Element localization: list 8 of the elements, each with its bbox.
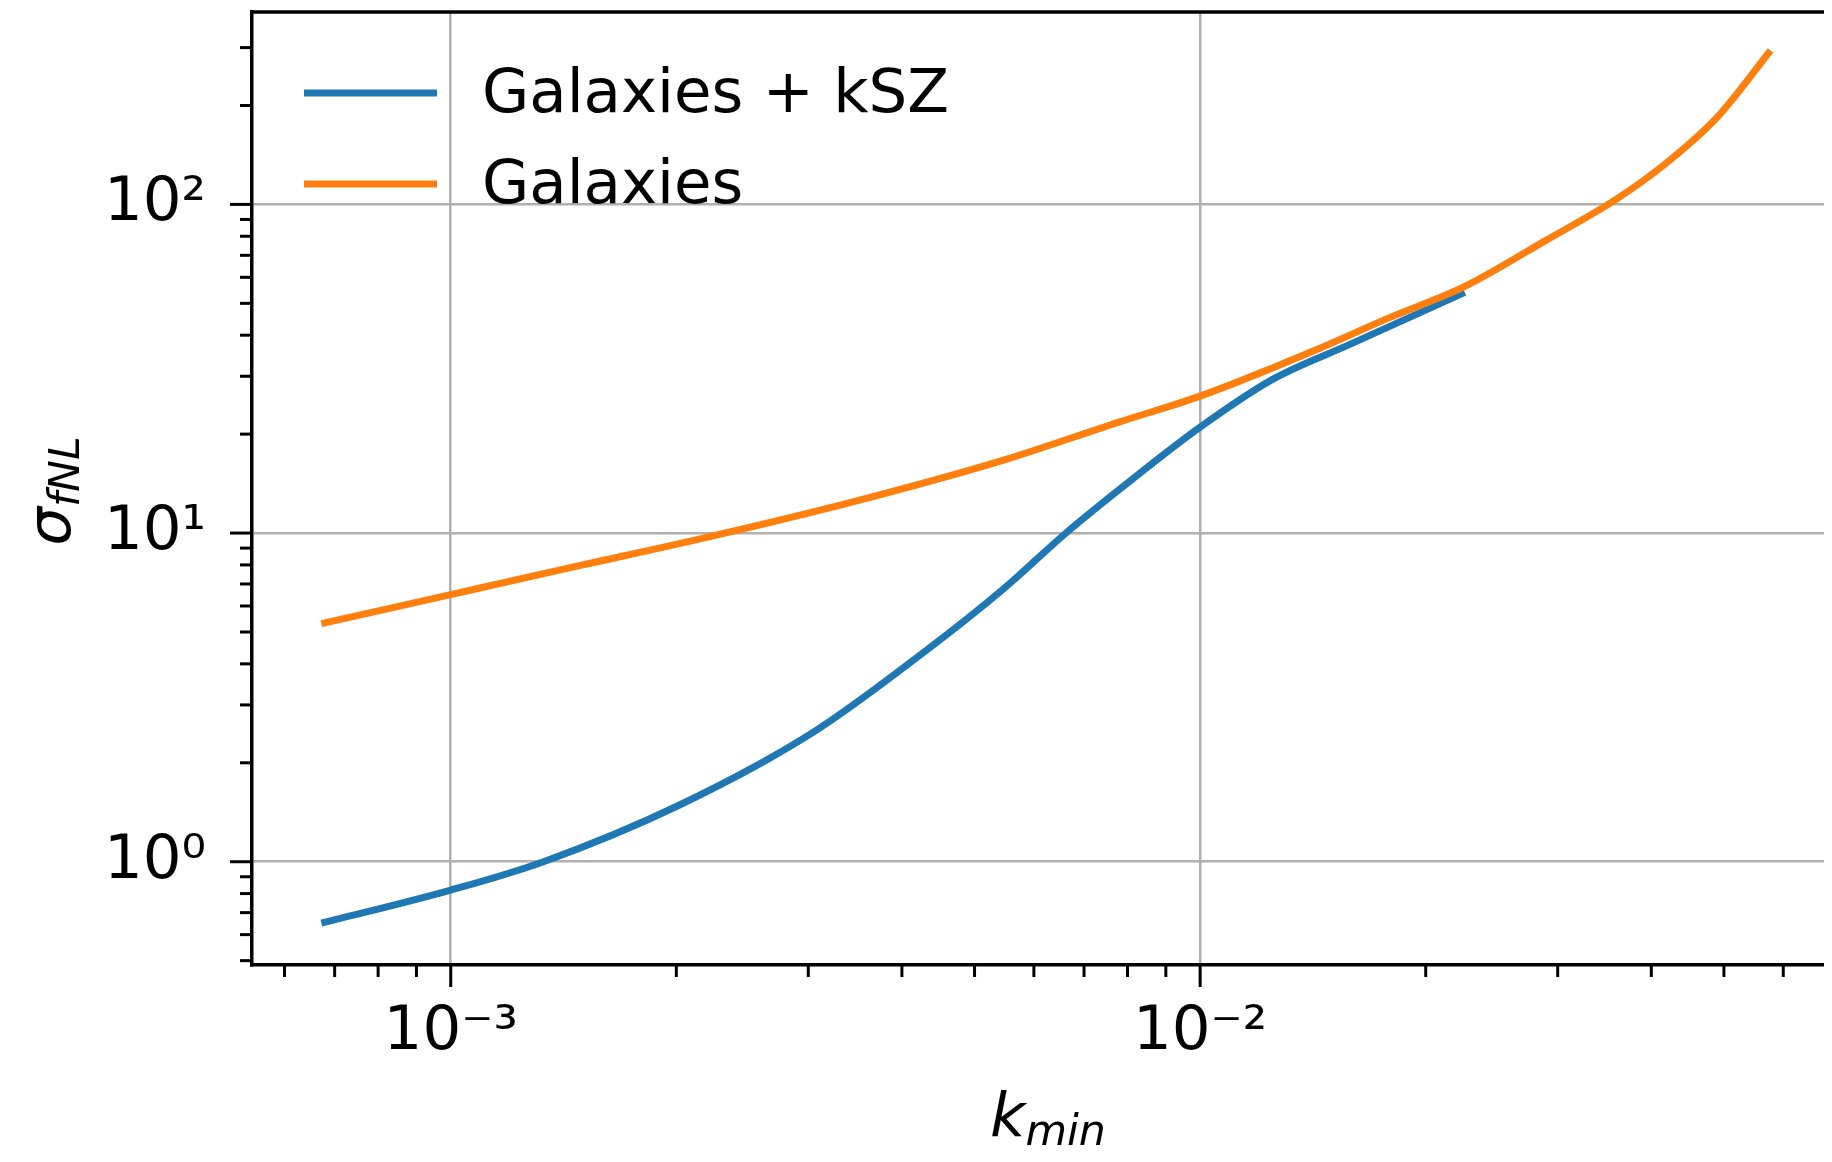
legend-label: Galaxies [482,145,744,217]
y-tick-label: 10² [103,163,206,235]
x-tick-label: 10⁻² [1132,992,1268,1064]
x-axis-title: k$_{min}$ [990,1078,1106,1155]
legend-label: Galaxies + kSZ [482,54,950,126]
x-tick-label: 10⁻³ [383,992,518,1064]
y-tick-label: 10¹ [103,491,206,563]
y-tick-label: 10⁰ [103,820,206,892]
